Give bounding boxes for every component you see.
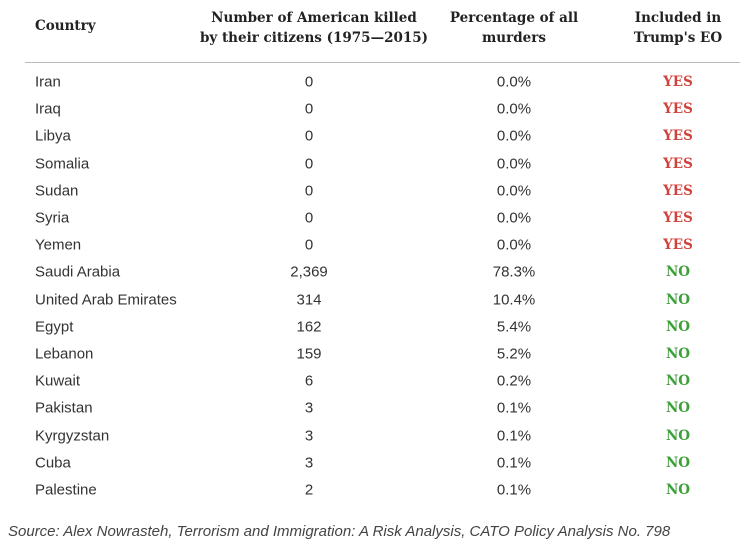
percent-cell: 0.0% bbox=[496, 155, 532, 173]
header-line: murders bbox=[482, 30, 546, 46]
percent-cell: 0.1% bbox=[496, 454, 532, 472]
killed-cell: 3 bbox=[304, 427, 314, 445]
country-cell: Libya bbox=[35, 127, 71, 145]
header-cell: Included in Trump's EO bbox=[634, 8, 722, 48]
header-cell: Percentage of all murders bbox=[450, 8, 578, 48]
percent-cell: 78.3% bbox=[492, 263, 536, 281]
killed-cell: 0 bbox=[304, 182, 314, 200]
killed-cell: 2 bbox=[304, 481, 314, 499]
header-line: by their citizens (1975—2015) bbox=[199, 30, 429, 46]
killed-cell: 162 bbox=[296, 318, 322, 336]
country-cell: Saudi Arabia bbox=[35, 263, 121, 281]
country-cell: Syria bbox=[35, 209, 70, 227]
country-cell: Cuba bbox=[35, 454, 71, 472]
country-cell: Somalia bbox=[35, 155, 90, 173]
country-cell: Sudan bbox=[35, 182, 79, 200]
percent-cell: 0.0% bbox=[496, 100, 532, 118]
included-cell: YES bbox=[663, 155, 693, 172]
country-cell: Iraq bbox=[35, 100, 61, 118]
included-cell: YES bbox=[663, 74, 693, 90]
header-cell: Number of American killed by their citize… bbox=[200, 8, 428, 48]
included-cell: NO bbox=[665, 346, 691, 362]
included-cell: NO bbox=[665, 400, 691, 417]
header-line: Trump's EO bbox=[633, 30, 723, 46]
killed-cell: 6 bbox=[304, 372, 314, 390]
included-cell: YES bbox=[663, 237, 693, 254]
percent-cell: 0.0% bbox=[496, 73, 532, 91]
included-cell: NO bbox=[665, 373, 691, 390]
killed-cell: 2,369 bbox=[290, 263, 328, 281]
percent-cell: 0.0% bbox=[496, 182, 532, 200]
header-line: Country bbox=[35, 18, 96, 34]
killed-cell: 314 bbox=[296, 291, 322, 309]
included-cell: NO bbox=[665, 291, 691, 308]
killed-cell: 0 bbox=[304, 236, 314, 254]
country-cell: Iran bbox=[35, 73, 61, 91]
country-cell: Lebanon bbox=[35, 345, 94, 363]
source-note: Source: Alex Nowrasteh, Terrorism and Im… bbox=[8, 523, 671, 540]
included-cell: NO bbox=[665, 454, 691, 471]
included-cell: NO bbox=[665, 264, 691, 281]
percent-cell: 0.0% bbox=[496, 209, 532, 227]
percent-cell: 10.4% bbox=[492, 291, 536, 309]
country-cell: United Arab Emirates bbox=[35, 291, 177, 309]
percent-cell: 5.2% bbox=[496, 345, 532, 363]
included-cell: NO bbox=[665, 482, 691, 498]
killed-cell: 0 bbox=[304, 127, 314, 145]
country-cell: Egypt bbox=[35, 318, 74, 336]
included-cell: YES bbox=[663, 101, 693, 118]
country-cell: Yemen bbox=[35, 236, 82, 254]
percent-cell: 5.4% bbox=[496, 318, 532, 336]
killed-cell: 3 bbox=[304, 399, 314, 417]
percent-cell: 0.1% bbox=[496, 427, 532, 445]
header-rule bbox=[25, 62, 740, 63]
country-cell: Palestine bbox=[35, 481, 97, 499]
included-cell: NO bbox=[665, 427, 691, 444]
included-cell: NO bbox=[665, 318, 691, 335]
header-line: Percentage of all bbox=[449, 10, 579, 26]
killed-cell: 0 bbox=[304, 100, 314, 118]
included-cell: YES bbox=[663, 128, 693, 145]
percent-cell: 0.1% bbox=[496, 481, 532, 499]
killed-cell: 0 bbox=[304, 209, 314, 227]
included-cell: YES bbox=[663, 210, 693, 226]
country-cell: Kyrgyzstan bbox=[35, 427, 110, 445]
killed-cell: 159 bbox=[296, 345, 322, 363]
header-line: Number of American killed bbox=[211, 10, 417, 26]
killed-cell: 0 bbox=[304, 73, 314, 91]
header-cell: Country bbox=[35, 16, 96, 36]
country-cell: Kuwait bbox=[35, 372, 81, 390]
percent-cell: 0.1% bbox=[496, 399, 532, 417]
percent-cell: 0.0% bbox=[496, 236, 532, 254]
percent-cell: 0.2% bbox=[496, 372, 532, 390]
included-cell: YES bbox=[663, 182, 693, 199]
header-line: Included in bbox=[634, 10, 722, 26]
percent-cell: 0.0% bbox=[496, 127, 532, 145]
country-cell: Pakistan bbox=[35, 399, 93, 417]
killed-cell: 0 bbox=[304, 155, 314, 173]
killed-cell: 3 bbox=[304, 454, 314, 472]
